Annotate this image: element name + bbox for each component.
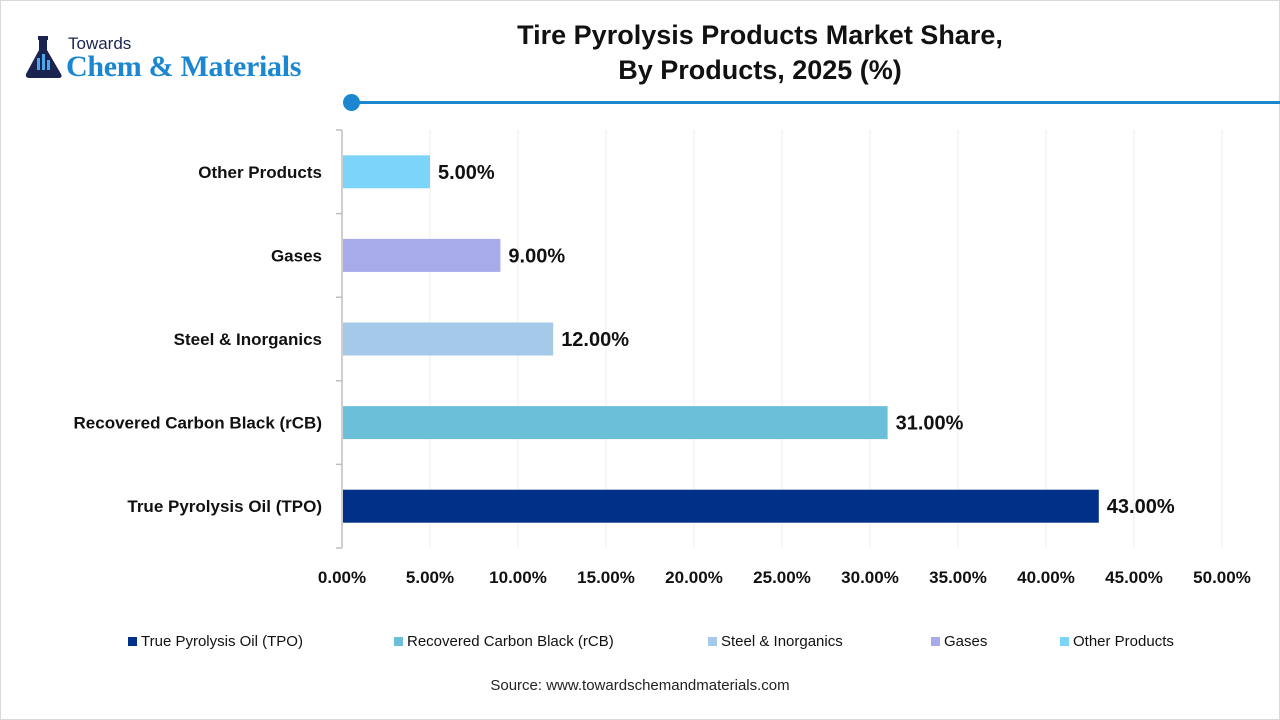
- bar-recovered-carbon-black-rcb-: [343, 406, 888, 440]
- legend-label: Gases: [944, 633, 988, 650]
- category-label: Steel & Inorganics: [174, 330, 322, 349]
- legend-label: Steel & Inorganics: [721, 633, 843, 650]
- legend-swatch: [1060, 637, 1069, 646]
- x-tick-label: 35.00%: [929, 568, 987, 587]
- x-tick-label: 50.00%: [1193, 568, 1251, 587]
- x-tick-label: 10.00%: [489, 568, 547, 587]
- x-tick-label: 15.00%: [577, 568, 635, 587]
- legend-item: Steel & Inorganics: [708, 633, 843, 650]
- legend-swatch: [708, 637, 717, 646]
- bar-gases: [343, 238, 501, 272]
- legend-label: True Pyrolysis Oil (TPO): [141, 633, 303, 650]
- data-label: 43.00%: [1107, 496, 1175, 518]
- data-label: 31.00%: [896, 413, 964, 435]
- legend-item: True Pyrolysis Oil (TPO): [128, 633, 303, 650]
- legend-swatch: [394, 637, 403, 646]
- x-tick-label: 5.00%: [406, 568, 454, 587]
- flask-icon: [25, 36, 62, 78]
- bar-true-pyrolysis-oil-tpo-: [343, 489, 1099, 523]
- title-rule-dot: [343, 94, 360, 111]
- data-label: 9.00%: [508, 245, 565, 267]
- category-label: Other Products: [198, 163, 322, 182]
- x-tick-label: 45.00%: [1105, 568, 1163, 587]
- legend-item: Gases: [931, 633, 987, 650]
- x-tick-label: 0.00%: [318, 568, 366, 587]
- category-label: Recovered Carbon Black (rCB): [74, 414, 322, 433]
- legend-item: Recovered Carbon Black (rCB): [394, 633, 614, 650]
- x-tick-label: 25.00%: [753, 568, 811, 587]
- legend-swatch: [128, 637, 137, 646]
- data-label: 5.00%: [438, 162, 495, 184]
- x-tick-label: 40.00%: [1017, 568, 1075, 587]
- bar-other-products: [343, 155, 430, 189]
- title-line-1: Tire Pyrolysis Products Market Share,: [517, 20, 1003, 50]
- legend-swatch: [931, 637, 940, 646]
- data-label: 12.00%: [561, 329, 629, 351]
- logo-towards: Towards: [68, 34, 132, 53]
- x-tick-label: 30.00%: [841, 568, 899, 587]
- chart-title: Tire Pyrolysis Products Market Share, By…: [440, 18, 1080, 88]
- x-tick-label: 20.00%: [665, 568, 723, 587]
- source-text: Source: www.towardschemandmaterials.com: [490, 677, 790, 694]
- title-line-2: By Products, 2025 (%): [618, 55, 902, 85]
- category-label: Gases: [271, 246, 322, 265]
- legend-label: Recovered Carbon Black (rCB): [407, 633, 614, 650]
- legend-label: Other Products: [1073, 633, 1174, 650]
- legend-item: Other Products: [1060, 633, 1174, 650]
- logo-chem-materials: Chem & Materials: [66, 50, 302, 83]
- bar-steel-inorganics: [343, 322, 554, 356]
- title-rule: [352, 101, 1280, 104]
- category-label: True Pyrolysis Oil (TPO): [127, 497, 322, 516]
